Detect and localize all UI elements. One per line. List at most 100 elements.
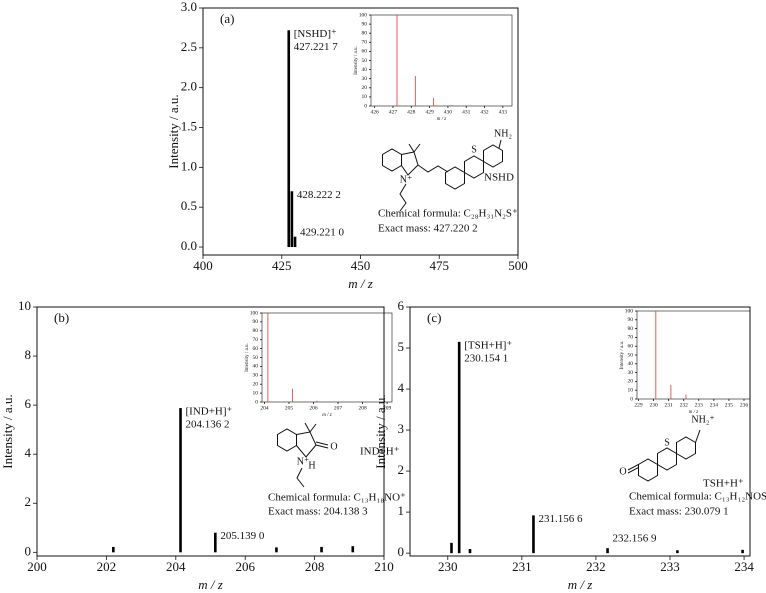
x-axis-label: m / z	[322, 413, 332, 418]
x-tick-label: 429	[425, 109, 434, 115]
peak	[320, 546, 323, 553]
y-tick-label: 2	[25, 494, 32, 509]
x-tick-label: 433	[499, 109, 508, 115]
formula: Chemical formula: C₁₃H₁₂NOS⁺	[629, 491, 766, 503]
y-tick-label: 3.0	[181, 0, 197, 14]
panel-label: (a)	[220, 11, 234, 26]
peak-label: 205.139 0	[220, 530, 265, 542]
peak	[532, 515, 535, 554]
y-tick-label: 2.5	[181, 39, 197, 54]
atom-label: N⁺	[400, 174, 413, 185]
formula: Chemical formula: C₂₈H₃₁N₂S⁺	[378, 208, 518, 220]
atom-label: O	[330, 441, 337, 452]
exact-mass: Exact mass: 230.079 1	[629, 506, 729, 518]
x-tick-label: 208	[358, 405, 367, 411]
atom-label: H	[308, 460, 315, 471]
x-tick-label: 207	[334, 405, 343, 411]
atom-label: O	[619, 466, 626, 477]
bond	[657, 447, 677, 471]
x-tick-label: 230	[649, 402, 658, 408]
panel-label: (b)	[54, 310, 69, 325]
x-tick-label: 430	[444, 109, 453, 115]
x-tick-label: 475	[430, 258, 450, 273]
y-tick-label: 0	[398, 544, 405, 559]
y-tick-label: 0	[630, 396, 633, 402]
x-tick-label: 204	[166, 559, 186, 574]
ion-label: [NSHD]⁺	[294, 28, 337, 40]
peak	[316, 400, 318, 402]
peak	[267, 313, 269, 402]
x-tick-label: 450	[351, 258, 371, 273]
x-tick-label: 426	[371, 109, 380, 115]
x-tick-label: 210	[374, 559, 394, 574]
bond	[296, 422, 329, 488]
peak	[606, 548, 609, 554]
y-tick-label: 70	[628, 335, 634, 341]
plot-frame	[261, 312, 393, 403]
atom-label: NH₂	[494, 128, 512, 139]
y-tick-label: 0.5	[181, 198, 197, 213]
x-tick-label: 400	[193, 258, 213, 273]
compound-label: TSH+H⁺	[703, 478, 744, 490]
y-axis-label: Intensity / a.u.	[166, 94, 181, 168]
peak	[275, 547, 278, 553]
y-axis-label: Intensity / a.u.	[373, 394, 388, 468]
x-tick-label: 206	[309, 405, 318, 411]
y-tick-label: 100	[359, 12, 368, 18]
x-tick-label: 427	[389, 109, 398, 115]
y-tick-label: 5	[398, 339, 405, 354]
bond	[676, 436, 696, 460]
peak	[214, 532, 217, 553]
x-tick-label: 234	[710, 402, 719, 408]
y-tick-label: 3	[398, 421, 405, 436]
x-tick-label: 202	[97, 559, 117, 574]
y-tick-label: 6	[25, 396, 32, 411]
x-tick-label: 235	[725, 402, 734, 408]
peak	[351, 546, 355, 553]
x-tick-label: 206	[235, 559, 255, 574]
x-axis-label: m / z	[689, 410, 699, 415]
y-axis-label: Intensity / a.u.	[245, 343, 250, 372]
y-tick-label: 4	[25, 445, 32, 460]
atom-label: S	[471, 144, 477, 155]
peak	[293, 236, 297, 248]
plot-frame	[409, 306, 751, 557]
y-tick-label: 60	[628, 343, 634, 349]
y-tick-label: 10	[18, 298, 31, 313]
peak-label: 232.156 9	[613, 533, 658, 545]
peak	[290, 191, 294, 248]
y-tick-label: 70	[253, 337, 259, 343]
y-tick-label: 30	[253, 373, 259, 379]
y-tick-label: 90	[362, 21, 368, 27]
x-tick-label: 231	[512, 559, 532, 574]
peak	[741, 549, 744, 554]
y-tick-label: 0.0	[181, 238, 197, 253]
y-tick-label: 0	[255, 399, 258, 405]
x-tick-label: 233	[660, 559, 680, 574]
peak	[433, 97, 435, 106]
ion-label: [IND+H]⁺	[186, 406, 233, 418]
y-tick-label: 30	[628, 370, 634, 376]
bond	[277, 428, 297, 452]
y-tick-label: 10	[362, 94, 368, 100]
peak	[450, 542, 453, 554]
x-tick-label: 208	[305, 559, 325, 574]
x-axis-label: m / z	[568, 577, 593, 592]
bond	[638, 458, 658, 482]
y-tick-label: 1	[398, 503, 405, 518]
plot-frame	[370, 14, 513, 107]
bond	[464, 155, 484, 179]
y-tick-label: 2.0	[181, 79, 197, 94]
y-tick-label: 60	[362, 49, 368, 55]
bond	[483, 144, 503, 168]
exact-mass: Exact mass: 427.220 2	[378, 223, 478, 235]
y-tick-label: 80	[628, 326, 634, 332]
y-tick-label: 0	[364, 103, 367, 109]
y-tick-label: 4	[398, 380, 405, 395]
x-axis-label: m / z	[437, 117, 447, 122]
exact-mass: Exact mass: 204.138 3	[268, 506, 368, 518]
peak-label: 204.136 2	[186, 419, 230, 431]
y-tick-label: 80	[253, 328, 259, 334]
